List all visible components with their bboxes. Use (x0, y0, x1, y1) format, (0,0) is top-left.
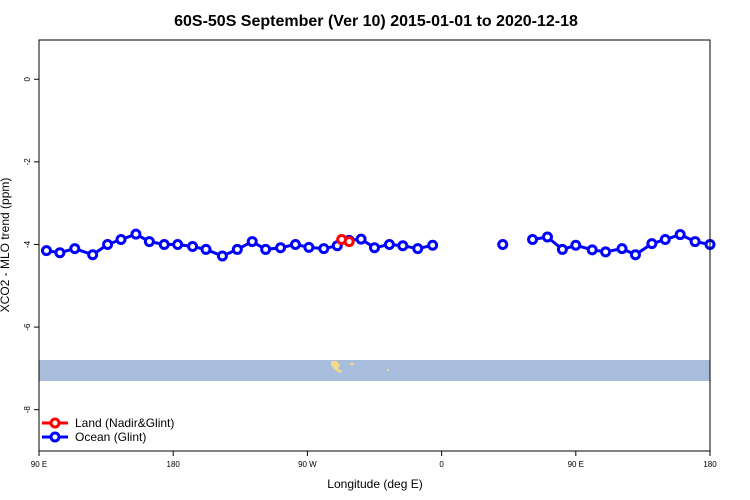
data-point-ocean (40, 245, 52, 257)
data-point-ocean (130, 228, 142, 240)
legend-marker-land (49, 417, 61, 429)
y-tick-label: 0 (23, 76, 32, 81)
data-point-ocean (275, 242, 287, 254)
data-point-ocean (54, 247, 66, 259)
y-tick-label: -4 (23, 240, 32, 248)
data-point-ocean (187, 241, 199, 253)
data-point-ocean (586, 244, 598, 256)
data-point-ocean (246, 236, 258, 248)
x-axis-label: Longitude (deg E) (327, 477, 422, 491)
data-point-ocean (289, 238, 301, 250)
legend-item-ocean: Ocean (Glint) (42, 430, 146, 444)
data-point-ocean (172, 238, 184, 250)
legend-label-land: Land (Nadir&Glint) (75, 416, 174, 430)
data-point-ocean (616, 243, 628, 255)
series-layer (40, 228, 716, 262)
y-axis-ticks: 0 -2 -4 -6 -8 (23, 76, 39, 413)
data-point-ocean (115, 234, 127, 246)
data-point-ocean (158, 238, 170, 250)
chart-title: 60S-50S September (Ver 10) 2015-01-01 to… (174, 13, 578, 30)
data-point-ocean (600, 246, 612, 258)
data-point-ocean (527, 234, 539, 246)
data-point-ocean (689, 236, 701, 248)
data-point-ocean (629, 249, 641, 261)
x-tick-label: 180 (167, 460, 181, 469)
plot-frame (38, 39, 711, 452)
data-point-ocean (143, 236, 155, 248)
data-point-ocean (383, 238, 395, 250)
land-patch-small-island (387, 369, 389, 371)
x-tick-label: 180 (703, 460, 717, 469)
data-point-ocean (318, 243, 330, 255)
x-axis-ticks: 90 E 180 90 W 0 90 E 180 (31, 451, 717, 469)
legend: Land (Nadir&Glint) Ocean (Glint) (42, 416, 174, 444)
y-tick-label: -2 (23, 158, 32, 166)
data-point-land (343, 236, 355, 248)
data-point-ocean (541, 231, 553, 243)
data-point-ocean (570, 239, 582, 251)
data-point-ocean (556, 243, 568, 255)
data-point-ocean (260, 243, 272, 255)
data-point-ocean (200, 243, 212, 255)
legend-marker-ocean (49, 431, 61, 443)
data-point-ocean (216, 250, 228, 262)
data-point-ocean (497, 238, 509, 250)
data-point-ocean (369, 242, 380, 254)
ocean-band (39, 360, 710, 381)
data-point-ocean (646, 238, 658, 250)
data-point-ocean (427, 239, 439, 251)
y-axis-label: XCO2 - MLO trend (ppm) (0, 178, 12, 313)
x-tick-label: 90 E (568, 460, 584, 469)
map-band (39, 360, 710, 381)
data-point-ocean (412, 243, 424, 255)
y-tick-label: -6 (23, 323, 32, 331)
series-line-ocean (46, 232, 433, 258)
land-patch-island (350, 363, 354, 365)
x-tick-label: 90 W (298, 460, 317, 469)
x-tick-label: 90 E (31, 460, 47, 469)
y-tick-label: -8 (23, 406, 32, 414)
data-point-ocean (102, 238, 114, 250)
data-point-ocean (231, 243, 243, 255)
data-point-ocean (659, 234, 671, 246)
data-point-ocean (303, 241, 315, 253)
data-point-ocean (355, 233, 367, 245)
data-point-ocean (397, 240, 409, 252)
legend-label-ocean: Ocean (Glint) (75, 430, 146, 444)
land-patch-south-america (331, 361, 343, 373)
data-point-ocean (69, 243, 81, 255)
data-point-ocean (674, 229, 686, 241)
data-point-ocean (87, 249, 99, 261)
legend-item-land: Land (Nadir&Glint) (42, 416, 174, 430)
x-tick-label: 0 (439, 460, 444, 469)
